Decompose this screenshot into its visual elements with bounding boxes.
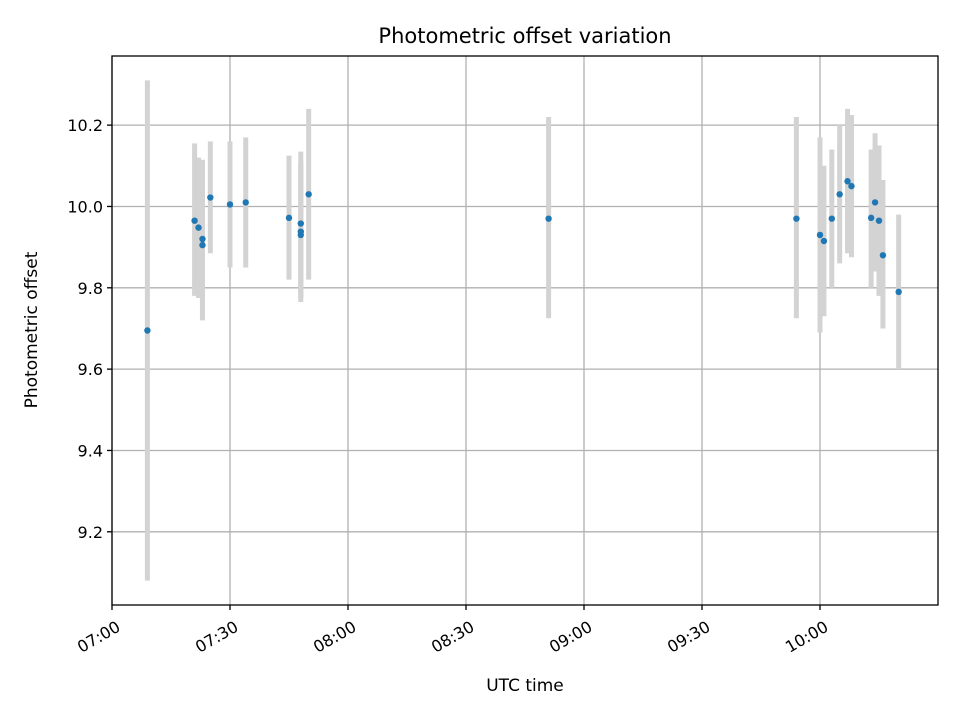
- data-point: [305, 191, 312, 198]
- data-point: [879, 252, 887, 259]
- y-axis-label: Photometric offset: [22, 251, 42, 408]
- data-point: [867, 214, 875, 222]
- data-point: [836, 191, 843, 198]
- data-point: [285, 214, 293, 222]
- y-tick-label: 10.2: [67, 116, 103, 135]
- plot-frame: [111, 55, 939, 606]
- data-point: [820, 237, 828, 245]
- data-point: [297, 228, 304, 235]
- data-point: [875, 217, 883, 224]
- y-tick-label: 9.6: [78, 360, 103, 379]
- data-point: [191, 217, 198, 224]
- data-point: [297, 220, 304, 227]
- data-point: [545, 215, 552, 222]
- data-point: [199, 241, 206, 249]
- data-point: [844, 178, 851, 185]
- data-point: [207, 194, 214, 201]
- data-point: [848, 182, 855, 190]
- data-point: [242, 199, 249, 206]
- data-point: [144, 327, 151, 334]
- data-point: [226, 201, 234, 208]
- data-point: [816, 231, 824, 239]
- data-point: [828, 215, 835, 222]
- data-point: [195, 224, 202, 231]
- data-point: [871, 199, 879, 206]
- chart-title: Photometric offset variation: [378, 24, 671, 48]
- data-point: [199, 235, 206, 243]
- data-points: [144, 178, 902, 334]
- grid: [111, 56, 938, 605]
- x-axis-label: UTC time: [486, 676, 564, 696]
- y-tick-label: 9.4: [78, 441, 103, 460]
- y-tick-label: 10.0: [67, 197, 103, 216]
- data-point: [793, 215, 800, 222]
- y-tick-label: 9.2: [78, 523, 103, 542]
- data-point: [895, 288, 902, 296]
- y-tick-label: 9.8: [78, 279, 103, 298]
